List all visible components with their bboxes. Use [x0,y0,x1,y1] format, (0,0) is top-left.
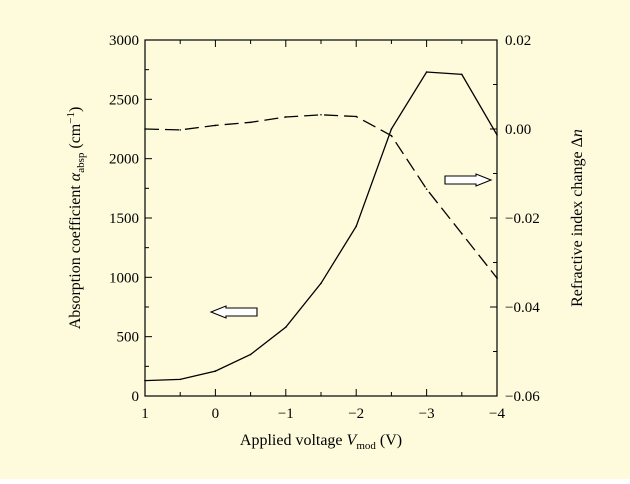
x-tick-label: −4 [489,406,505,422]
y-right-tick-label: −0.02 [505,211,540,227]
axis-indicator-arrows [209,173,493,319]
refractive-index-data-point [496,277,498,279]
refractive-index-data-point [425,188,428,190]
y-left-tick-label: 1500 [109,211,139,227]
absorption-data-point [390,128,393,130]
left-axis-arrow-icon [209,305,258,319]
y-axis-right-label: Refractive index change Δn [569,129,586,307]
axis-ticks [144,39,498,397]
tick-labels: 1 0 −1 −2 −3 −4050010001500200025003000−0.06−… [109,33,540,422]
y-left-tick-label: 500 [117,330,140,346]
refractive-index-data-point [144,128,146,130]
y-right-tick-label: 0.02 [505,33,531,49]
y-left-tick-label: 2000 [109,152,139,168]
y-left-tick-label: 0 [132,389,140,405]
refractive-index-data-point [320,113,322,116]
absorption-data-point [355,225,358,228]
absorption-data-point [285,326,287,328]
refractive-index-data-point [461,232,463,235]
y-right-tick-label: −0.06 [505,389,540,405]
x-tick-label: 0 [212,406,220,422]
refractive-index-data-point [355,115,358,118]
y-left-tick-label: 3000 [109,33,139,49]
refractive-index-data-point [285,116,287,118]
absorption-data-point [461,73,463,76]
absorption-data-point [179,378,181,381]
x-tick-label: −3 [419,406,435,422]
absorption-data-point [214,370,217,372]
x-tick-label: −2 [348,406,364,422]
x-tick-label: 1 [141,406,149,422]
absorption-data-point [320,282,322,285]
data-series [144,71,498,382]
absorption-data-point [249,353,252,356]
refractive-index-data-point [179,129,181,131]
y-axis-left-label: Absorption coefficient αabsp (cm−1) [65,107,87,330]
x-tick-label: −1 [278,406,294,422]
refractive-index-data-point [249,121,252,124]
y-right-tick-label: −0.04 [505,300,540,316]
right-axis-arrow-icon [444,173,493,187]
absorption-data-point [496,134,498,136]
y-left-tick-label: 2500 [109,92,139,108]
y-right-tick-label: 0.00 [505,122,531,138]
absorption-data-point [144,379,146,382]
absorption-data-point [425,71,428,73]
refractive-index-data-point [390,134,393,137]
refractive-index-data-point [214,124,217,127]
y-left-tick-label: 1000 [109,270,139,286]
x-axis-label: Applied voltage Vmod (V) [240,432,402,452]
